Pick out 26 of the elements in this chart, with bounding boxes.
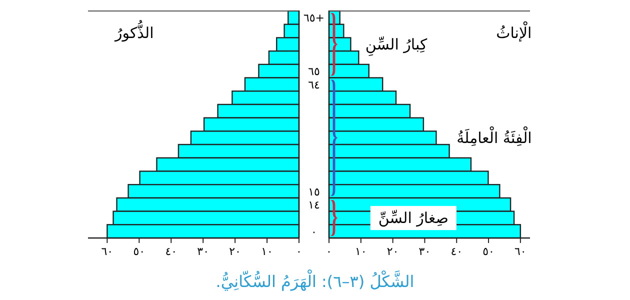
y-tick-label: ٦٥ <box>308 65 320 78</box>
x-tick-label: ٠ <box>296 245 302 258</box>
x-tick-label: ٣٠ <box>197 245 210 258</box>
annotation: كِبارُ السِّنِ <box>365 35 428 57</box>
x-tick-label: ٢٠ <box>229 245 241 258</box>
text: الذُّكورُ <box>114 20 154 42</box>
x-tick-label: ٢٠ <box>386 245 399 258</box>
text: الْإناثُ <box>496 20 532 42</box>
x-tick-label: ٦٠ <box>514 245 526 258</box>
x-tick-label: ٦٠ <box>101 245 114 258</box>
y-tick-label: ٦٤ <box>308 78 320 92</box>
x-tick-label: ١٠ <box>354 245 367 258</box>
x-tick-label: ٣٠ <box>418 245 431 258</box>
x-tick-label: ٠ <box>326 245 332 258</box>
annotation: صِغارُ السِّنِّ <box>378 208 448 228</box>
x-tick-label: ٥٠ <box>133 245 146 258</box>
x-tick-label: ٤٠ <box>165 245 178 258</box>
y-tick-label: ٠ <box>311 225 317 238</box>
x-tick-label: ١٠ <box>261 245 273 258</box>
x-tick-label: ٤٠ <box>450 245 463 258</box>
text: الشَّكْلُ (٣–٦): الْهَرَمُ السُّكّانِيُّ. <box>216 268 414 291</box>
x-tick-label: ٥٠ <box>482 245 494 258</box>
y-tick-label: ١٥ <box>308 185 320 198</box>
annotation: الْفِئَةُ الْعامِلَةُ <box>456 126 532 147</box>
y-tick-label: ١٤ <box>308 198 320 212</box>
y-tick-label: ٦٥+ <box>303 12 325 25</box>
